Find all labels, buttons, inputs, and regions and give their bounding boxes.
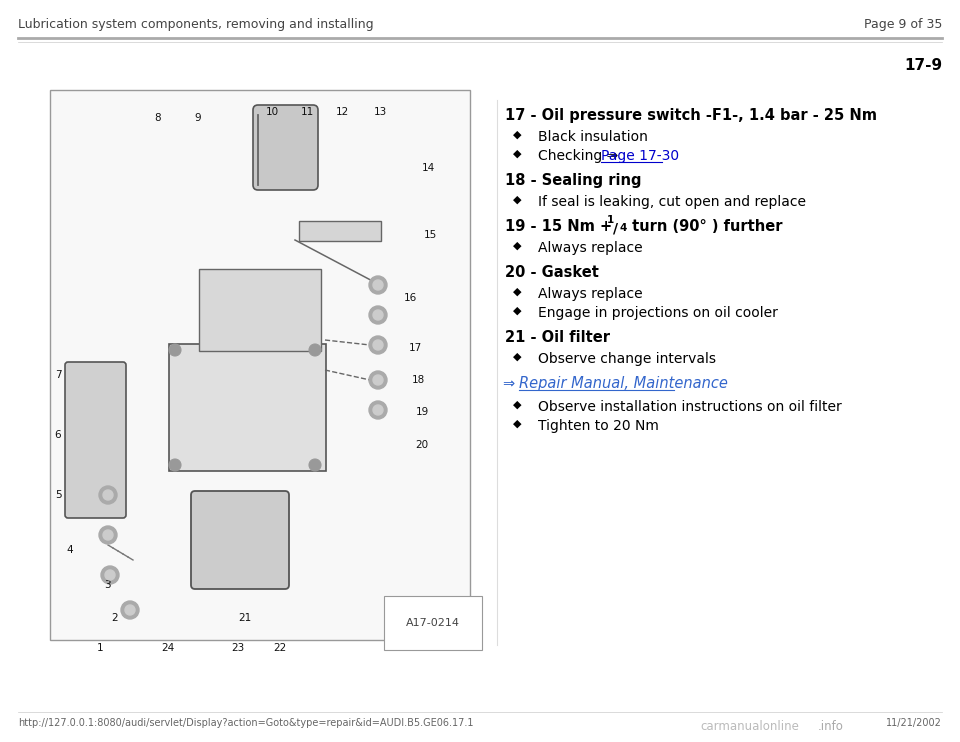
- Circle shape: [99, 526, 117, 544]
- Text: 19 - 15 Nm +: 19 - 15 Nm +: [505, 219, 617, 234]
- Text: 6: 6: [55, 430, 61, 440]
- Text: 4: 4: [619, 223, 626, 233]
- Text: 12: 12: [335, 107, 348, 117]
- Text: 1: 1: [607, 215, 614, 225]
- Text: 2: 2: [111, 613, 118, 623]
- Text: ◆: ◆: [513, 149, 521, 159]
- Text: 13: 13: [373, 107, 387, 117]
- Text: Always replace: Always replace: [538, 241, 642, 255]
- Text: A17-0214: A17-0214: [406, 618, 460, 628]
- Text: .info: .info: [818, 720, 844, 733]
- Text: 20: 20: [416, 440, 428, 450]
- Text: Black insulation: Black insulation: [538, 130, 648, 144]
- Text: If seal is leaking, cut open and replace: If seal is leaking, cut open and replace: [538, 195, 806, 209]
- Text: 17: 17: [408, 343, 421, 353]
- Text: 5: 5: [55, 490, 61, 500]
- Circle shape: [125, 605, 135, 615]
- Circle shape: [103, 530, 113, 540]
- Circle shape: [369, 306, 387, 324]
- Circle shape: [369, 371, 387, 389]
- Text: turn (90° ) further: turn (90° ) further: [627, 219, 782, 234]
- Text: 24: 24: [161, 643, 175, 653]
- Text: 22: 22: [274, 643, 287, 653]
- Text: 4: 4: [66, 545, 73, 555]
- Circle shape: [369, 276, 387, 294]
- Text: Lubrication system components, removing and installing: Lubrication system components, removing …: [18, 18, 373, 31]
- Text: 16: 16: [403, 293, 417, 303]
- Circle shape: [309, 459, 321, 471]
- Text: carmanualonline: carmanualonline: [700, 720, 799, 733]
- FancyBboxPatch shape: [253, 105, 318, 190]
- Text: Observe installation instructions on oil filter: Observe installation instructions on oil…: [538, 400, 842, 414]
- Circle shape: [373, 405, 383, 415]
- Text: Tighten to 20 Nm: Tighten to 20 Nm: [538, 419, 659, 433]
- Text: 21 - Oil filter: 21 - Oil filter: [505, 330, 610, 345]
- Text: 14: 14: [421, 163, 435, 173]
- FancyBboxPatch shape: [199, 269, 321, 351]
- FancyBboxPatch shape: [191, 491, 289, 589]
- Text: http://127.0.0.1:8080/audi/servlet/Display?action=Goto&type=repair&id=AUDI.B5.GE: http://127.0.0.1:8080/audi/servlet/Displ…: [18, 718, 473, 728]
- Text: Always replace: Always replace: [538, 287, 642, 301]
- Text: 17-9: 17-9: [904, 58, 942, 73]
- Text: 20 - Gasket: 20 - Gasket: [505, 265, 599, 280]
- Text: /: /: [613, 221, 618, 235]
- Text: 15: 15: [423, 230, 437, 240]
- FancyBboxPatch shape: [65, 362, 126, 518]
- Text: 9: 9: [195, 113, 202, 123]
- Circle shape: [369, 401, 387, 419]
- Circle shape: [121, 601, 139, 619]
- Circle shape: [373, 310, 383, 320]
- Text: ◆: ◆: [513, 287, 521, 297]
- Text: ◆: ◆: [513, 352, 521, 362]
- Text: Engage in projections on oil cooler: Engage in projections on oil cooler: [538, 306, 778, 320]
- Circle shape: [105, 570, 115, 580]
- Text: 8: 8: [155, 113, 161, 123]
- Text: 18 - Sealing ring: 18 - Sealing ring: [505, 173, 641, 188]
- Text: 7: 7: [55, 370, 61, 380]
- Text: 3: 3: [104, 580, 110, 590]
- Circle shape: [103, 490, 113, 500]
- FancyBboxPatch shape: [169, 344, 326, 471]
- Text: ◆: ◆: [513, 195, 521, 205]
- Text: 11/21/2002: 11/21/2002: [886, 718, 942, 728]
- Text: 10: 10: [265, 107, 278, 117]
- Circle shape: [169, 344, 181, 356]
- Text: Page 9 of 35: Page 9 of 35: [864, 18, 942, 31]
- Text: 17 - Oil pressure switch -F1-, 1.4 bar - 25 Nm: 17 - Oil pressure switch -F1-, 1.4 bar -…: [505, 108, 877, 123]
- Text: ◆: ◆: [513, 130, 521, 140]
- Circle shape: [101, 566, 119, 584]
- Text: 1: 1: [97, 643, 104, 653]
- Circle shape: [99, 486, 117, 504]
- Text: ◆: ◆: [513, 419, 521, 429]
- Text: 18: 18: [412, 375, 424, 385]
- Text: Page 17-30: Page 17-30: [601, 149, 680, 163]
- Text: 11: 11: [300, 107, 314, 117]
- Text: ◆: ◆: [513, 241, 521, 251]
- FancyBboxPatch shape: [299, 221, 381, 241]
- Text: 21: 21: [238, 613, 252, 623]
- Text: Observe change intervals: Observe change intervals: [538, 352, 716, 366]
- Text: 23: 23: [231, 643, 245, 653]
- Circle shape: [169, 459, 181, 471]
- Text: 19: 19: [416, 407, 428, 417]
- Text: ◆: ◆: [513, 306, 521, 316]
- Text: Repair Manual, Maintenance: Repair Manual, Maintenance: [519, 376, 728, 391]
- Circle shape: [373, 375, 383, 385]
- Text: ◆: ◆: [513, 400, 521, 410]
- Circle shape: [373, 280, 383, 290]
- Text: Checking ⇒: Checking ⇒: [538, 149, 623, 163]
- Circle shape: [369, 336, 387, 354]
- Circle shape: [309, 344, 321, 356]
- FancyBboxPatch shape: [50, 90, 470, 640]
- Text: ⇒: ⇒: [503, 376, 520, 391]
- Circle shape: [373, 340, 383, 350]
